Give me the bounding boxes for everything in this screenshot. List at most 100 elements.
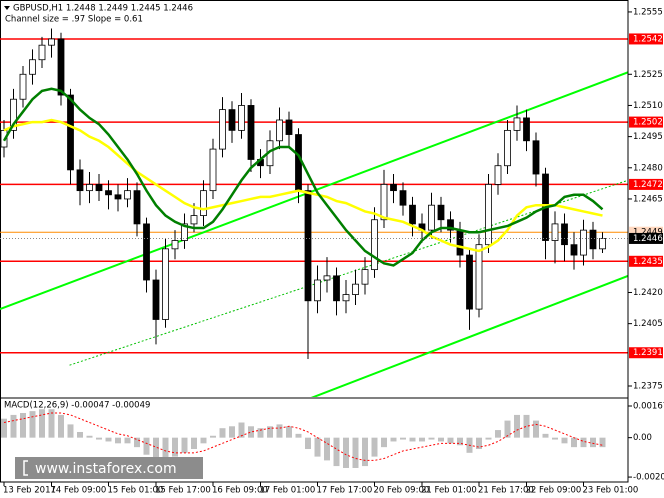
macd-bar [504, 420, 511, 438]
macd-bar [305, 437, 311, 450]
y-tick-label: 1.2405 [633, 319, 663, 329]
candle-body [76, 169, 84, 192]
x-tick-label: 17 Feb 17:00 [317, 486, 373, 496]
candle-body [504, 129, 511, 167]
candle-body [19, 73, 27, 100]
watermark: www.instaforex.com [35, 461, 177, 477]
macd-bar [542, 433, 549, 438]
candle-body [38, 44, 46, 61]
candle-body [304, 190, 312, 302]
macd-bar [571, 437, 577, 448]
candle-body [247, 105, 255, 160]
chart-title: GBPUSD,H1 1.2448 1.2449 1.2445 1.2446 [13, 4, 193, 14]
macd-bar [1, 418, 7, 438]
candle-body [532, 140, 540, 175]
macd-bar [428, 437, 435, 440]
macd-bar [162, 437, 169, 459]
y-tick-label: 1.2525 [633, 70, 663, 80]
candle-body [342, 294, 350, 302]
candle-body [380, 184, 388, 221]
macd-bar [210, 435, 216, 438]
macd-bar [200, 437, 207, 444]
y-tick-label: 0.00 [633, 433, 652, 443]
bid-label-box [629, 232, 663, 244]
price-panel [0, 28, 628, 397]
candle-body [323, 275, 331, 281]
level-label: 1.2502 [633, 118, 663, 128]
macd-title: MACD(12,26,9) -0.00047 -0.00049 [4, 401, 150, 411]
macd-bar [599, 437, 606, 448]
candle-body [152, 279, 160, 320]
level-label: 1.2472 [633, 180, 663, 190]
y-tick-label: 1.2510 [633, 101, 663, 111]
candle-body [57, 38, 65, 96]
y-tick-label: 1.2465 [633, 194, 663, 204]
macd-bar [409, 437, 416, 442]
y-tick-label: 1.2480 [633, 163, 663, 173]
macd-bar [438, 437, 444, 442]
macd-bar [96, 437, 102, 440]
macd-bar [124, 437, 131, 444]
candle-body [143, 223, 150, 281]
moving-average [3, 118, 603, 253]
y-tick-label: 1.2495 [633, 132, 663, 142]
y-tick-label: 1.2375 [633, 381, 663, 391]
candle-body [219, 109, 226, 150]
symbol-arrow [4, 6, 10, 10]
candle-body [437, 204, 445, 221]
macd-bar [58, 414, 64, 438]
level-label-box [629, 116, 663, 128]
candle-body [466, 254, 473, 310]
candle-body [551, 223, 559, 241]
macd-bar [143, 437, 150, 455]
macd-bar [457, 437, 463, 446]
macd-bar [419, 437, 425, 442]
macd-bar [276, 424, 283, 438]
macd-bar [561, 437, 568, 444]
macd-bar [295, 433, 302, 438]
candle-body [95, 184, 103, 192]
macd-bar [381, 437, 387, 448]
candle-body [162, 248, 169, 320]
macd-bar [495, 430, 501, 438]
candle-body [67, 94, 74, 171]
macd-bar [476, 437, 482, 450]
macd-bar [248, 426, 254, 438]
candle-body [181, 223, 188, 241]
macd-bar [29, 411, 36, 438]
candle-body [238, 105, 245, 131]
candle-body [124, 190, 131, 200]
x-tick-label: 15 Feb 17:00 [155, 486, 211, 496]
macd-bar [371, 437, 378, 457]
macd-bar [533, 420, 539, 438]
macd-bar [333, 437, 340, 467]
macd-bar [485, 437, 492, 440]
candle-body [114, 194, 122, 200]
macd-bar [86, 435, 93, 438]
candle-body [352, 283, 359, 295]
x-tick-label: 20 Feb 09:00 [374, 486, 430, 496]
bid-label: 1.2446 [633, 234, 663, 244]
x-tick-label: 21 Feb 01:00 [421, 486, 477, 496]
x-tick-label: 23 Feb 01:00 [583, 486, 639, 496]
macd-bar [314, 437, 321, 457]
macd-bar [77, 431, 83, 438]
macd-bar [105, 437, 112, 442]
macd-bar [229, 426, 235, 438]
candle-body [599, 238, 606, 250]
candle-body [105, 190, 112, 196]
x-tick-label: 16 Feb 09:00 [212, 486, 268, 496]
macd-bar [324, 437, 330, 461]
candle-body [494, 165, 502, 185]
candle-body [428, 204, 435, 231]
ask-label: 1.2449 [633, 228, 663, 238]
macd-bar [67, 424, 74, 438]
chart-subtitle: Channel size = .97 Slope = 0.61 [5, 15, 143, 25]
level-label-box [629, 33, 663, 45]
candle-body [10, 98, 17, 131]
watermark-box [15, 457, 203, 479]
candle-body [333, 275, 340, 302]
candle-body [513, 117, 521, 131]
x-tick-label: 21 Feb 17:00 [478, 486, 534, 496]
